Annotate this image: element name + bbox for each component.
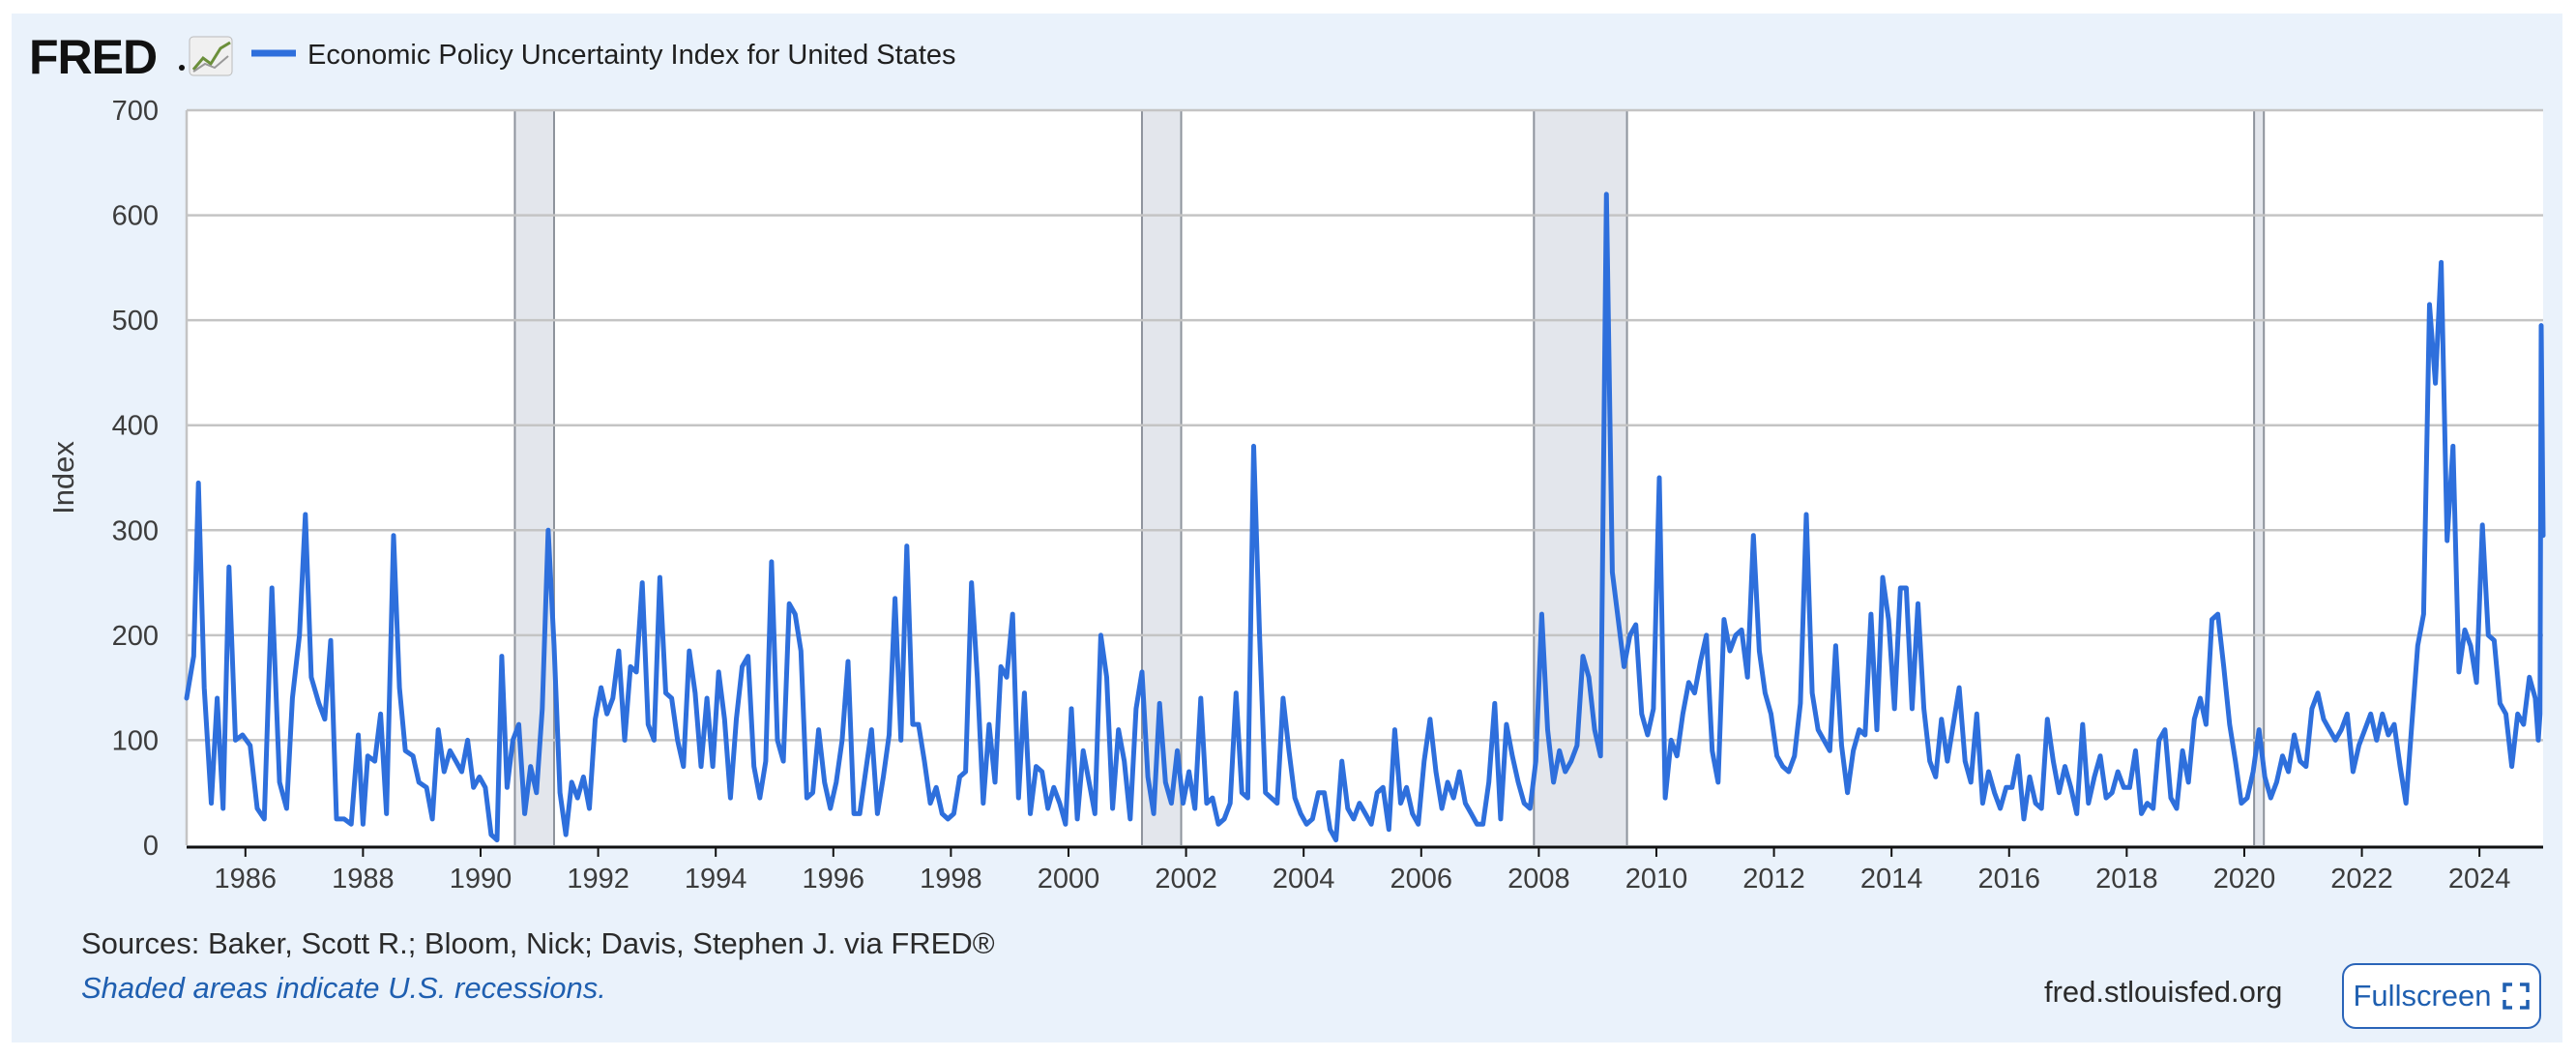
- fullscreen-button[interactable]: Fullscreen: [2342, 963, 2541, 1029]
- y-tick-label-0: 0: [143, 831, 159, 862]
- fred-logo-text: FRED: [29, 30, 157, 84]
- y-tick-label-500: 500: [112, 306, 159, 337]
- fullscreen-label: Fullscreen: [2353, 979, 2492, 1012]
- recession-band-0: [514, 110, 554, 845]
- grid-layer: [185, 108, 2543, 845]
- y-tick-label-300: 300: [112, 515, 159, 546]
- x-tick-label-2022: 2022: [2330, 864, 2393, 895]
- plot-area: [187, 110, 2543, 845]
- y-tick-label-600: 600: [112, 201, 159, 232]
- x-tick-label-1994: 1994: [685, 864, 747, 895]
- expand-icon: [2502, 983, 2530, 1010]
- x-tick-label-2000: 2000: [1038, 864, 1100, 895]
- x-tick-label-1990: 1990: [450, 864, 512, 895]
- x-tick-label-1992: 1992: [567, 864, 629, 895]
- chart-svg: FRED Economic Policy Uncertainty Index f…: [29, 30, 2546, 895]
- y-axis-title: Index: [46, 441, 80, 514]
- fred-chart-icon: [189, 36, 233, 76]
- x-tick-label-2018: 2018: [2095, 864, 2158, 895]
- x-tick-label-1988: 1988: [332, 864, 395, 895]
- site-url[interactable]: fred.stlouisfed.org: [2044, 975, 2283, 1009]
- y-tick-label-700: 700: [112, 96, 159, 127]
- y-tick-label-200: 200: [112, 621, 159, 652]
- x-tick-label-2010: 2010: [1625, 864, 1688, 895]
- fred-logo[interactable]: FRED: [29, 30, 233, 84]
- x-tick-labels: 1986 1988 1990 1992 1994 1996 1998 2000 2002 2004…: [215, 847, 2511, 895]
- sources-text: Sources: Baker, Scott R.; Bloom, Nick; D…: [81, 926, 995, 960]
- fred-logo-dot: [179, 65, 185, 71]
- x-tick-label-2024: 2024: [2448, 864, 2511, 895]
- x-tick-label-2004: 2004: [1273, 864, 1335, 895]
- x-tick-label-2020: 2020: [2213, 864, 2276, 895]
- x-tick-label-2016: 2016: [1978, 864, 2041, 895]
- y-tick-label-400: 400: [112, 411, 159, 442]
- x-tick-label-2014: 2014: [1860, 864, 1923, 895]
- y-tick-labels: 0 100 200 300 400 500 600 700: [112, 96, 159, 862]
- x-tick-label-1998: 1998: [920, 864, 982, 895]
- legend-label: Economic Policy Uncertainty Index for Un…: [307, 40, 956, 71]
- x-tick-label-1996: 1996: [803, 864, 865, 895]
- chart-frame: FRED Economic Policy Uncertainty Index f…: [12, 14, 2562, 1042]
- x-tick-label-2006: 2006: [1390, 864, 1453, 895]
- series-layer: [184, 191, 2546, 843]
- recession-note[interactable]: Shaded areas indicate U.S. recessions.: [81, 971, 606, 1005]
- y-tick-label-100: 100: [112, 725, 159, 756]
- x-tick-label-1986: 1986: [215, 864, 278, 895]
- x-tick-label-2002: 2002: [1155, 864, 1217, 895]
- recession-band-3: [2254, 110, 2265, 845]
- series-line-0: [184, 191, 2546, 843]
- x-tick-label-2008: 2008: [1508, 864, 1570, 895]
- x-tick-label-2012: 2012: [1742, 864, 1805, 895]
- legend: Economic Policy Uncertainty Index for Un…: [251, 40, 956, 71]
